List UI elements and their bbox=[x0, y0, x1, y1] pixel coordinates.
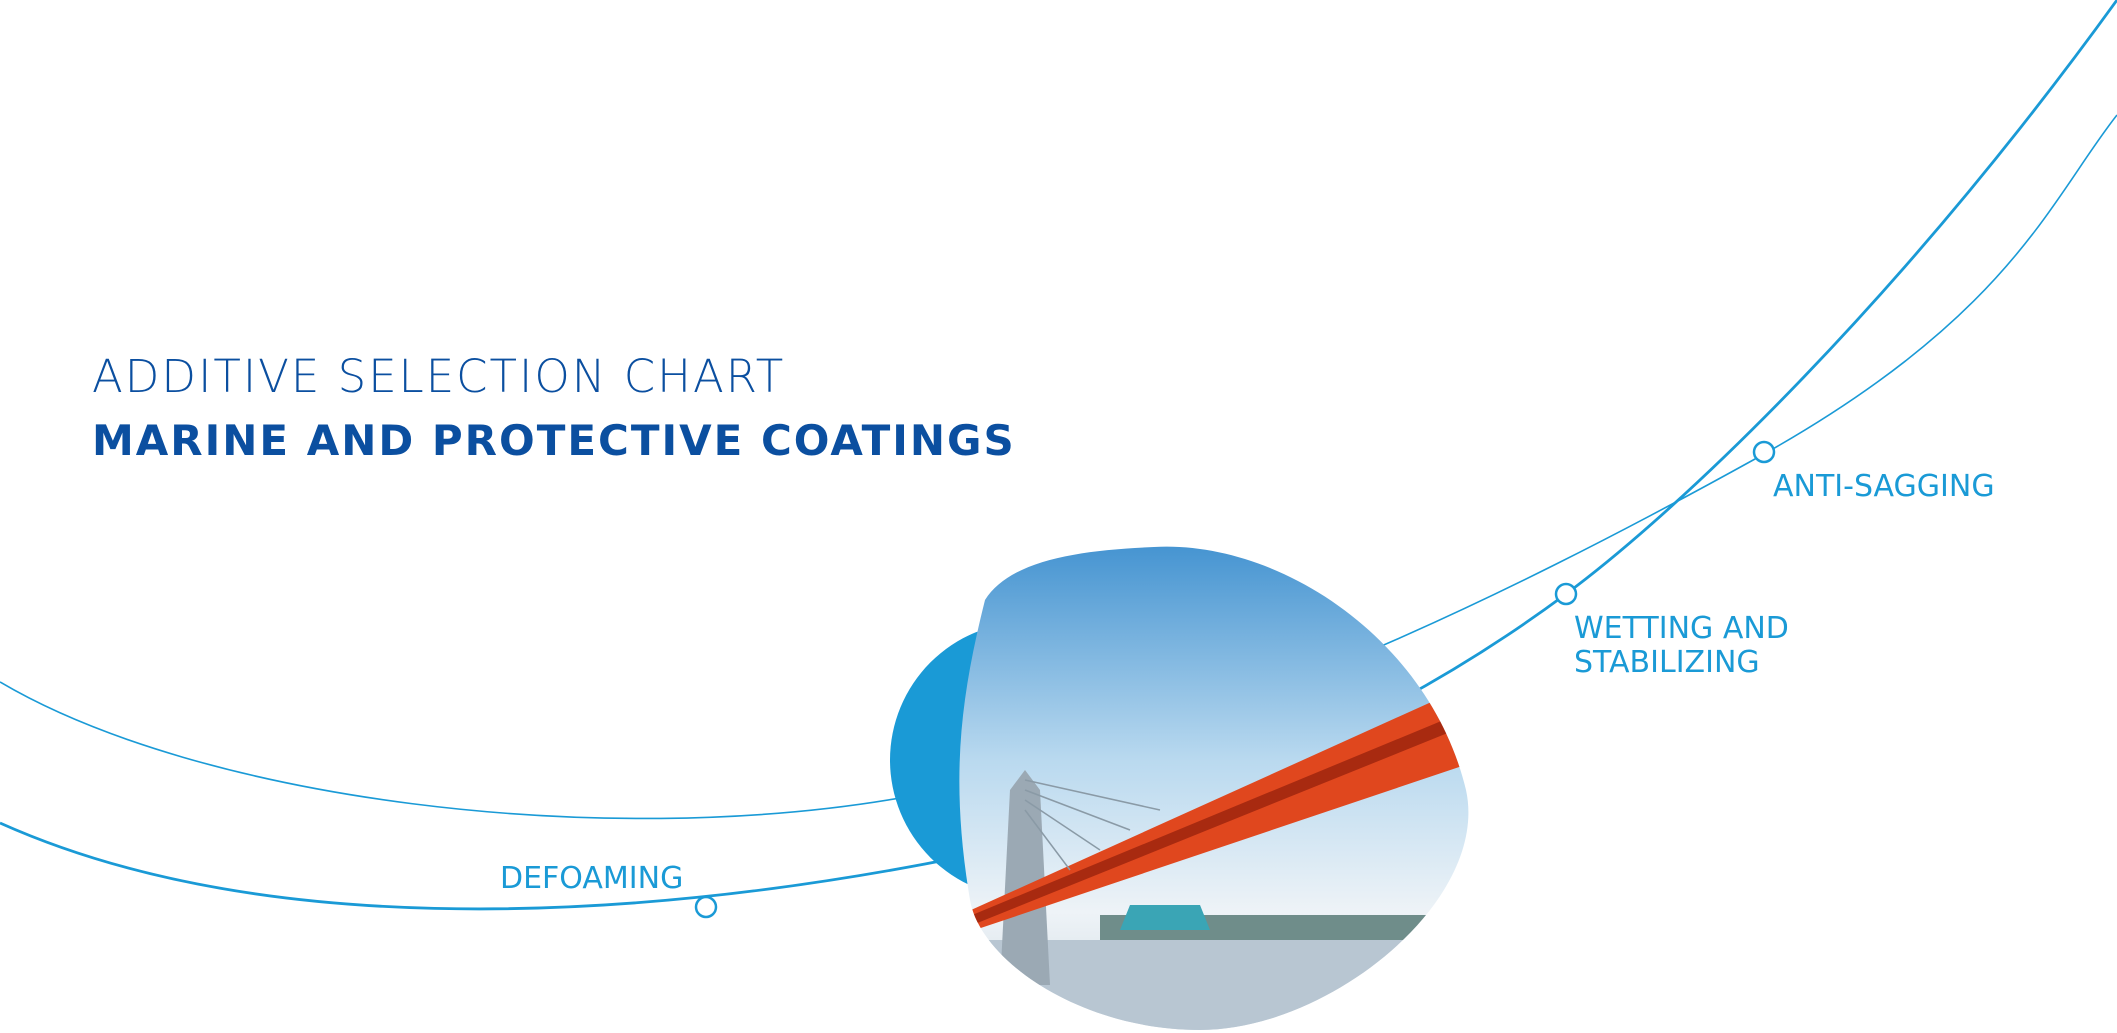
feature-label: ANTI-SAGGING bbox=[1773, 469, 1995, 504]
marker bbox=[1554, 582, 1578, 606]
feature-label: DEFOAMING bbox=[500, 861, 683, 896]
subtitle: MARINE AND PROTECTIVE COATINGS bbox=[92, 416, 1016, 465]
markers bbox=[694, 440, 1776, 919]
bridge-photo bbox=[959, 546, 1469, 1030]
title: ADDITIVE SELECTION CHART bbox=[92, 350, 785, 403]
marker bbox=[1752, 440, 1776, 464]
feature-label: WETTING AND bbox=[1574, 611, 1789, 646]
marker bbox=[694, 895, 718, 919]
feature-label: STABILIZING bbox=[1574, 645, 1760, 680]
